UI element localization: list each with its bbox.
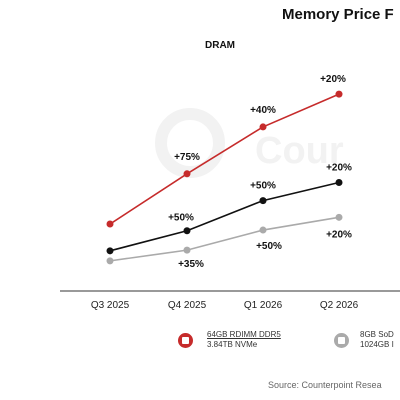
legend-line-2: 1024GB I — [360, 340, 394, 349]
memory-chip-icon — [182, 337, 189, 344]
data-label: +20% — [320, 74, 346, 85]
x-tick-label: Q1 2026 — [244, 300, 283, 311]
data-point — [183, 246, 191, 254]
data-point — [259, 123, 267, 131]
data-label: +50% — [168, 213, 194, 224]
watermark-text: Cour — [255, 130, 344, 172]
data-point — [335, 213, 343, 221]
data-point — [106, 220, 114, 228]
legend-label-series-1: 64GB RDIMM DDR5 3.84TB NVMe — [207, 330, 281, 350]
legend-line-1: 8GB SoD — [360, 330, 394, 339]
x-tick-label: Q4 2025 — [168, 300, 207, 311]
series-line-2 — [109, 181, 340, 252]
x-tick-label: Q2 2026 — [320, 300, 359, 311]
data-label: +50% — [250, 181, 276, 192]
data-label: +40% — [250, 105, 276, 116]
data-point — [259, 197, 267, 205]
data-point — [183, 170, 191, 178]
legend-swatch-series-3 — [334, 333, 349, 348]
data-point — [183, 227, 191, 235]
data-point — [335, 90, 343, 98]
data-label: +50% — [256, 241, 282, 252]
data-point — [259, 226, 267, 234]
legend-line-2: 3.84TB NVMe — [207, 340, 258, 349]
data-point — [106, 257, 114, 265]
data-point — [106, 247, 114, 255]
chart-title: Memory Price F — [282, 6, 394, 23]
series-line-1 — [109, 93, 340, 225]
data-label: +20% — [326, 229, 352, 240]
legend-label-series-3: 8GB SoD 1024GB I — [360, 330, 394, 350]
data-label: +75% — [174, 152, 200, 163]
memory-chip-icon — [338, 337, 345, 344]
data-label: +20% — [326, 163, 352, 174]
source-note: Source: Counterpoint Resea — [268, 380, 382, 390]
data-label: +35% — [178, 259, 204, 270]
legend-line-1: 64GB RDIMM DDR5 — [207, 330, 281, 339]
x-tick-label: Q3 2025 — [91, 300, 130, 311]
chart-subtitle: DRAM — [205, 40, 235, 51]
series-line-3 — [109, 216, 340, 262]
legend-swatch-series-1 — [178, 333, 193, 348]
data-point — [335, 179, 343, 187]
